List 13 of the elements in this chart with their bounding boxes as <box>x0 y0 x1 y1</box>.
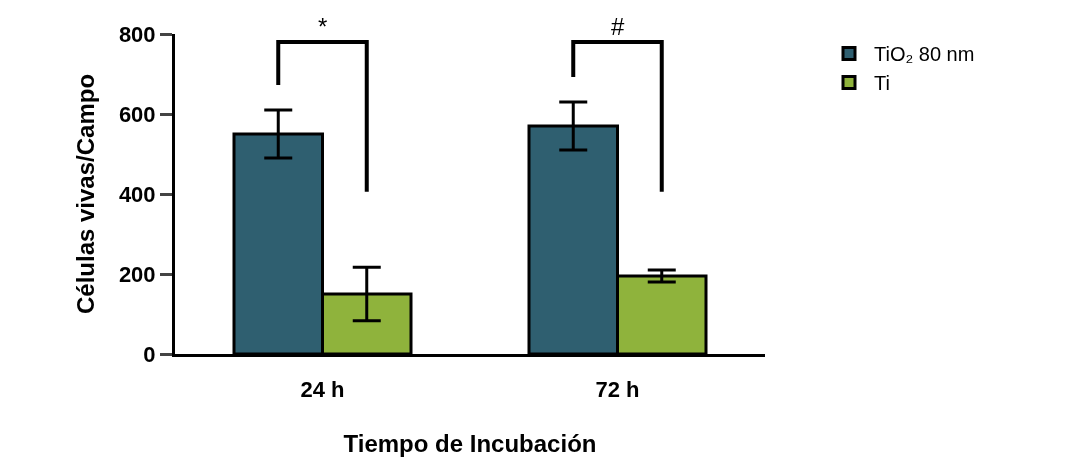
legend-label: TiO₂ 80 nm <box>874 43 975 66</box>
y-tick-label: 0 <box>143 341 156 367</box>
legend-label: Ti <box>874 72 890 95</box>
x-tick-label: 72 h <box>595 377 640 403</box>
y-tick-label: 200 <box>118 261 156 287</box>
x-axis-title: Tiempo de Incubación <box>343 429 597 457</box>
annotation: * <box>318 13 328 40</box>
y-axis-title: Células vivas/Campo <box>71 73 99 315</box>
y-tick-label: 600 <box>118 101 156 127</box>
y-tick-label: 400 <box>118 181 156 207</box>
y-tick-label: 800 <box>118 21 156 47</box>
annotation: # <box>611 13 625 40</box>
x-tick-label: 24 h <box>300 377 345 403</box>
